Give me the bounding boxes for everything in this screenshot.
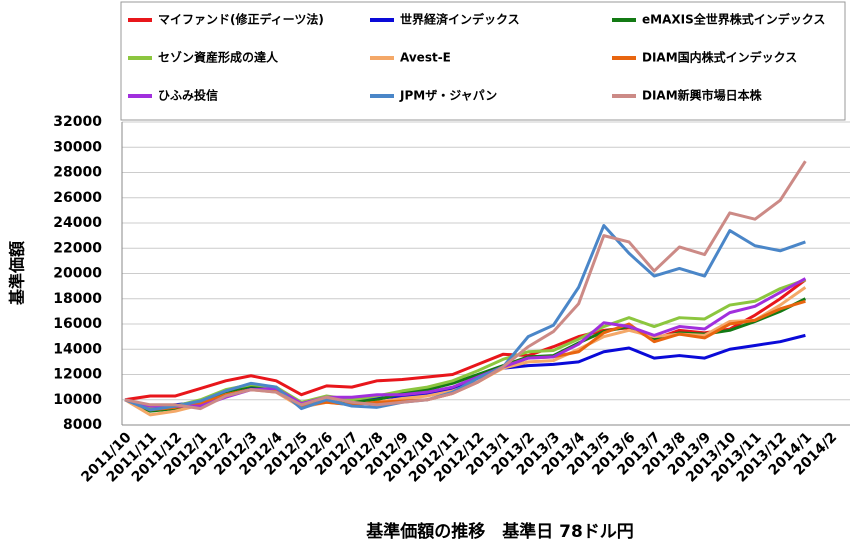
- y-tick-label: 22000: [53, 240, 102, 256]
- legend-box: [120, 1, 846, 121]
- y-tick-label: 12000: [53, 367, 102, 383]
- chart-title: 基準価額の推移 基準日 78ドル円: [365, 521, 634, 542]
- y-tick-label: 26000: [53, 190, 102, 206]
- y-tick-label: 32000: [53, 114, 102, 130]
- legend-label: Avest-E: [400, 51, 451, 65]
- legend-label: eMAXIS全世界株式インデックス: [642, 12, 825, 27]
- series-line: [124, 160, 807, 411]
- y-tick-label: 28000: [53, 165, 102, 181]
- legend-label: DIAM新興市場日本株: [642, 88, 763, 103]
- y-tick-label: 8000: [63, 417, 102, 433]
- legend-label: ひふみ投信: [158, 88, 218, 103]
- y-tick-label: 24000: [53, 215, 102, 231]
- y-tick-label: 10000: [53, 392, 102, 408]
- legend-label: セゾン資産形成の達人: [158, 50, 279, 65]
- legend-label: 世界経済インデックス: [400, 12, 520, 27]
- y-tick-label: 18000: [53, 291, 102, 307]
- legend-label: マイファンド(修正ディーツ法): [158, 12, 324, 27]
- y-tick-label: 20000: [53, 266, 102, 282]
- series-line: [124, 278, 807, 402]
- series-line: [124, 224, 806, 412]
- y-tick-label: 14000: [53, 341, 102, 357]
- y-axis-label: 基準価額: [8, 241, 27, 306]
- y-tick-label: 30000: [53, 139, 102, 155]
- legend-label: JPMザ・ジャパン: [399, 89, 497, 103]
- legend-label: DIAM国内株式インデックス: [642, 50, 797, 65]
- y-tick-label: 16000: [53, 316, 102, 332]
